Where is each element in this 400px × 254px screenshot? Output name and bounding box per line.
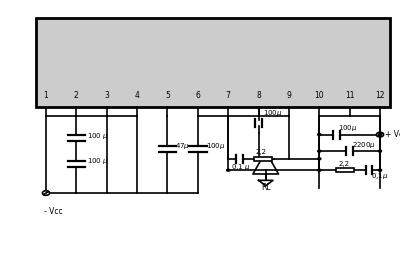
Text: + Vcc: + Vcc bbox=[385, 130, 400, 139]
Text: 0,1$\mu$: 0,1$\mu$ bbox=[371, 171, 388, 181]
Bar bbox=[36, 18, 390, 107]
Text: 8: 8 bbox=[256, 91, 261, 100]
Text: 7: 7 bbox=[226, 91, 231, 100]
Text: 1: 1 bbox=[44, 91, 48, 100]
Circle shape bbox=[318, 134, 321, 136]
Circle shape bbox=[378, 134, 382, 136]
Bar bbox=[254, 157, 272, 161]
Text: 0,1 $\mu$: 0,1 $\mu$ bbox=[230, 162, 250, 172]
Text: 9: 9 bbox=[286, 91, 291, 100]
Text: 100$\mu$: 100$\mu$ bbox=[338, 122, 358, 133]
Text: 100$\mu$: 100$\mu$ bbox=[263, 108, 283, 118]
Text: 2200$\mu$: 2200$\mu$ bbox=[352, 139, 376, 150]
Circle shape bbox=[318, 158, 321, 160]
Circle shape bbox=[226, 169, 230, 171]
Circle shape bbox=[318, 150, 321, 152]
Circle shape bbox=[376, 132, 384, 137]
Text: 100 $\mu$: 100 $\mu$ bbox=[87, 131, 108, 141]
Text: 5: 5 bbox=[165, 91, 170, 100]
Text: 11: 11 bbox=[345, 91, 354, 100]
Text: 12: 12 bbox=[375, 91, 385, 100]
Text: 100 $\mu$: 100 $\mu$ bbox=[87, 156, 108, 166]
Text: 2,2: 2,2 bbox=[338, 161, 349, 167]
Circle shape bbox=[378, 169, 382, 171]
Text: 47$\mu$: 47$\mu$ bbox=[176, 141, 190, 151]
Text: 6: 6 bbox=[195, 91, 200, 100]
Text: RL: RL bbox=[262, 183, 271, 193]
Circle shape bbox=[318, 169, 321, 171]
Text: 4: 4 bbox=[135, 91, 140, 100]
Text: 3: 3 bbox=[104, 91, 109, 100]
Text: 2,2: 2,2 bbox=[255, 149, 266, 155]
Text: - Vcc: - Vcc bbox=[44, 207, 63, 216]
Bar bbox=[336, 168, 354, 172]
Text: 2: 2 bbox=[74, 91, 79, 100]
Circle shape bbox=[378, 150, 382, 152]
Text: 10: 10 bbox=[314, 91, 324, 100]
Text: 100$\mu$: 100$\mu$ bbox=[206, 141, 225, 151]
Circle shape bbox=[42, 191, 50, 195]
